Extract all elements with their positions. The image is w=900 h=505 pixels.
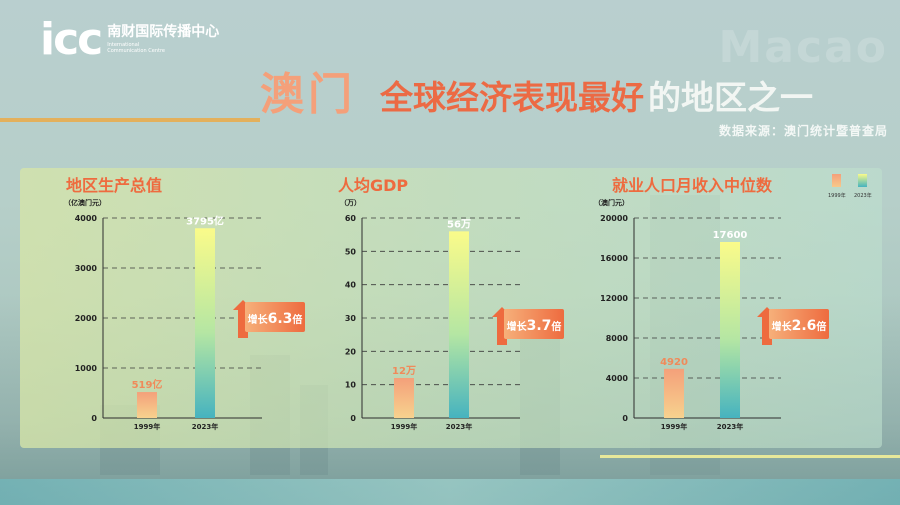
legend-swatch-1999 (832, 174, 841, 187)
bar-1999 (394, 378, 414, 418)
chart-ylabel: （澳门元） (594, 199, 629, 207)
chart-title: 就业人口月收入中位数 (612, 176, 773, 195)
logo-mark: icc (40, 14, 103, 65)
y-tick-label: 10 (345, 381, 357, 390)
page-title: 澳门 全球经济表现最好 的地区之一 (260, 58, 813, 122)
y-tick-label: 20000 (600, 214, 628, 223)
y-tick-label: 2000 (75, 314, 98, 323)
chart-ylabel: （亿澳门元） (64, 199, 106, 207)
y-tick-label: 8000 (606, 334, 629, 343)
y-tick-label: 30 (345, 314, 357, 323)
chart-legend: 1999年 2023年 (828, 170, 888, 204)
y-tick-label: 12000 (600, 294, 628, 303)
x-tick-label: 2023年 (192, 422, 218, 431)
x-tick-label: 1999年 (391, 422, 417, 431)
decor-stripe (600, 455, 900, 458)
data-label: 519亿 (132, 378, 163, 391)
growth-label: 增长6.3倍 (248, 311, 303, 327)
data-label: 4920 (660, 357, 688, 368)
growth-badge (504, 309, 564, 339)
bar-2023 (195, 228, 215, 418)
bar-1999 (664, 368, 684, 418)
title-highlight: 全球经济表现最好 (380, 78, 644, 117)
title-rest: 的地区之一 (648, 78, 813, 117)
logo-text: 南财国际传播中心 International Communication Cen… (107, 24, 219, 54)
y-tick-label: 0 (350, 414, 356, 423)
brand-logo: icc 南财国际传播中心 International Communication… (40, 18, 219, 62)
y-tick-label: 60 (345, 214, 357, 223)
bottom-bar (0, 479, 900, 505)
bar-2023 (449, 231, 469, 418)
y-tick-label: 1000 (75, 364, 98, 373)
logo-name-en: International Communication Centre (107, 42, 165, 54)
data-label: 56万 (447, 218, 471, 230)
y-tick-label: 20 (345, 347, 357, 356)
y-tick-label: 4000 (606, 374, 629, 383)
chart-title: 人均GDP (338, 176, 409, 195)
y-tick-label: 0 (91, 414, 97, 423)
legend-swatch-2023 (858, 174, 867, 187)
growth-badge (245, 302, 305, 332)
data-label: 3795亿 (186, 214, 224, 227)
y-tick-label: 16000 (600, 254, 628, 263)
y-tick-label: 40 (345, 281, 357, 290)
x-tick-label: 2023年 (446, 422, 472, 431)
logo-name-cn: 南财国际传播中心 (107, 24, 220, 40)
growth-badge (769, 309, 829, 339)
x-tick-label: 1999年 (134, 422, 160, 431)
y-tick-label: 50 (345, 247, 357, 256)
growth-label: 增长3.7倍 (507, 318, 562, 334)
y-tick-label: 3000 (75, 264, 98, 273)
data-source: 数据来源：澳门统计暨普查局 (718, 124, 888, 138)
x-tick-label: 1999年 (661, 422, 687, 431)
title-main: 澳门 (260, 69, 356, 120)
watermark-text: Macao (718, 22, 888, 73)
chart-ylabel: （万） (340, 199, 361, 207)
bar-1999 (137, 392, 157, 418)
data-label: 17600 (713, 230, 748, 241)
growth-label: 增长2.6倍 (772, 318, 827, 334)
legend-label: 2023年 (854, 193, 872, 199)
y-tick-label: 4000 (75, 214, 98, 223)
data-label: 12万 (392, 365, 416, 377)
bar-2023 (720, 242, 740, 418)
decor-stripe (0, 118, 260, 122)
chart-title: 地区生产总值 (66, 176, 163, 195)
x-tick-label: 2023年 (717, 422, 743, 431)
y-tick-label: 0 (622, 414, 628, 423)
legend-label: 1999年 (828, 193, 846, 199)
